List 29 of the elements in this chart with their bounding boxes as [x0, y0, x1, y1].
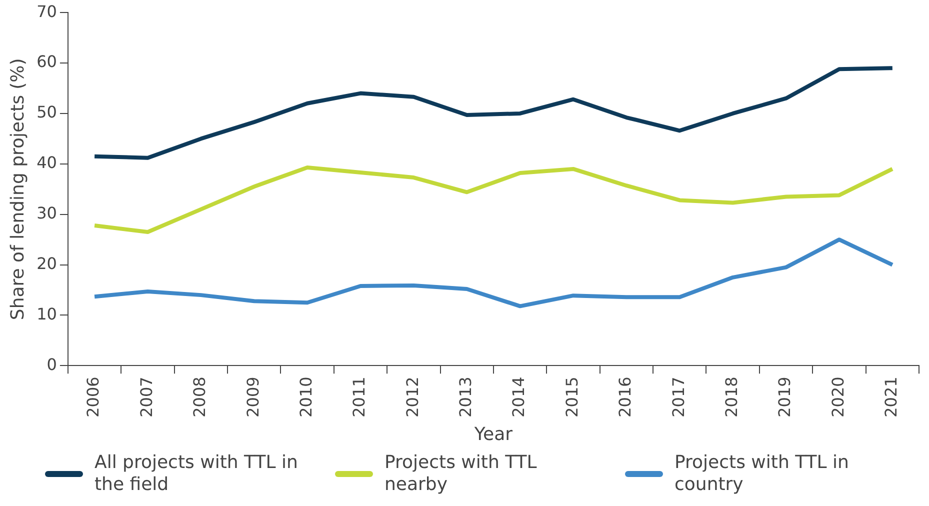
- x-tick-label: 2012: [402, 376, 422, 418]
- y-tick-label: 20: [36, 254, 57, 273]
- x-tick-label: 2020: [828, 376, 848, 418]
- legend-label: Projects with TTL in country: [674, 452, 850, 496]
- x-tick-label: 2007: [136, 376, 156, 418]
- y-tick-label: 10: [36, 304, 57, 324]
- y-tick-label: 60: [36, 52, 57, 72]
- x-tick-label: 2021: [882, 376, 901, 418]
- x-tick-label: 2006: [84, 376, 103, 418]
- x-tick-label: 2011: [350, 376, 369, 418]
- y-tick-label: 40: [36, 153, 57, 172]
- x-tick-label: 2015: [562, 376, 582, 418]
- x-tick-label: 2013: [456, 376, 476, 418]
- y-tick-label: 0: [46, 354, 57, 374]
- y-tick-label: 30: [36, 204, 57, 223]
- y-tick-label: 50: [36, 102, 57, 122]
- x-axis-title: Year: [473, 424, 514, 445]
- x-tick-label: 2016: [616, 376, 635, 418]
- x-tick-label: 2019: [775, 376, 794, 418]
- legend-label: All projects with TTL in the field: [94, 452, 299, 496]
- y-axis-title: Share of lending projects (%): [7, 58, 28, 320]
- x-tick-label: 2014: [509, 376, 528, 418]
- x-tick-label: 2010: [296, 376, 316, 418]
- legend-label: Projects with TTL nearby: [384, 452, 538, 496]
- x-tick-label: 2009: [243, 376, 262, 418]
- x-tick-label: 2018: [722, 376, 741, 418]
- y-tick-label: 70: [36, 2, 57, 21]
- x-tick-label: 2008: [190, 376, 210, 418]
- x-tick-label: 2017: [668, 376, 688, 418]
